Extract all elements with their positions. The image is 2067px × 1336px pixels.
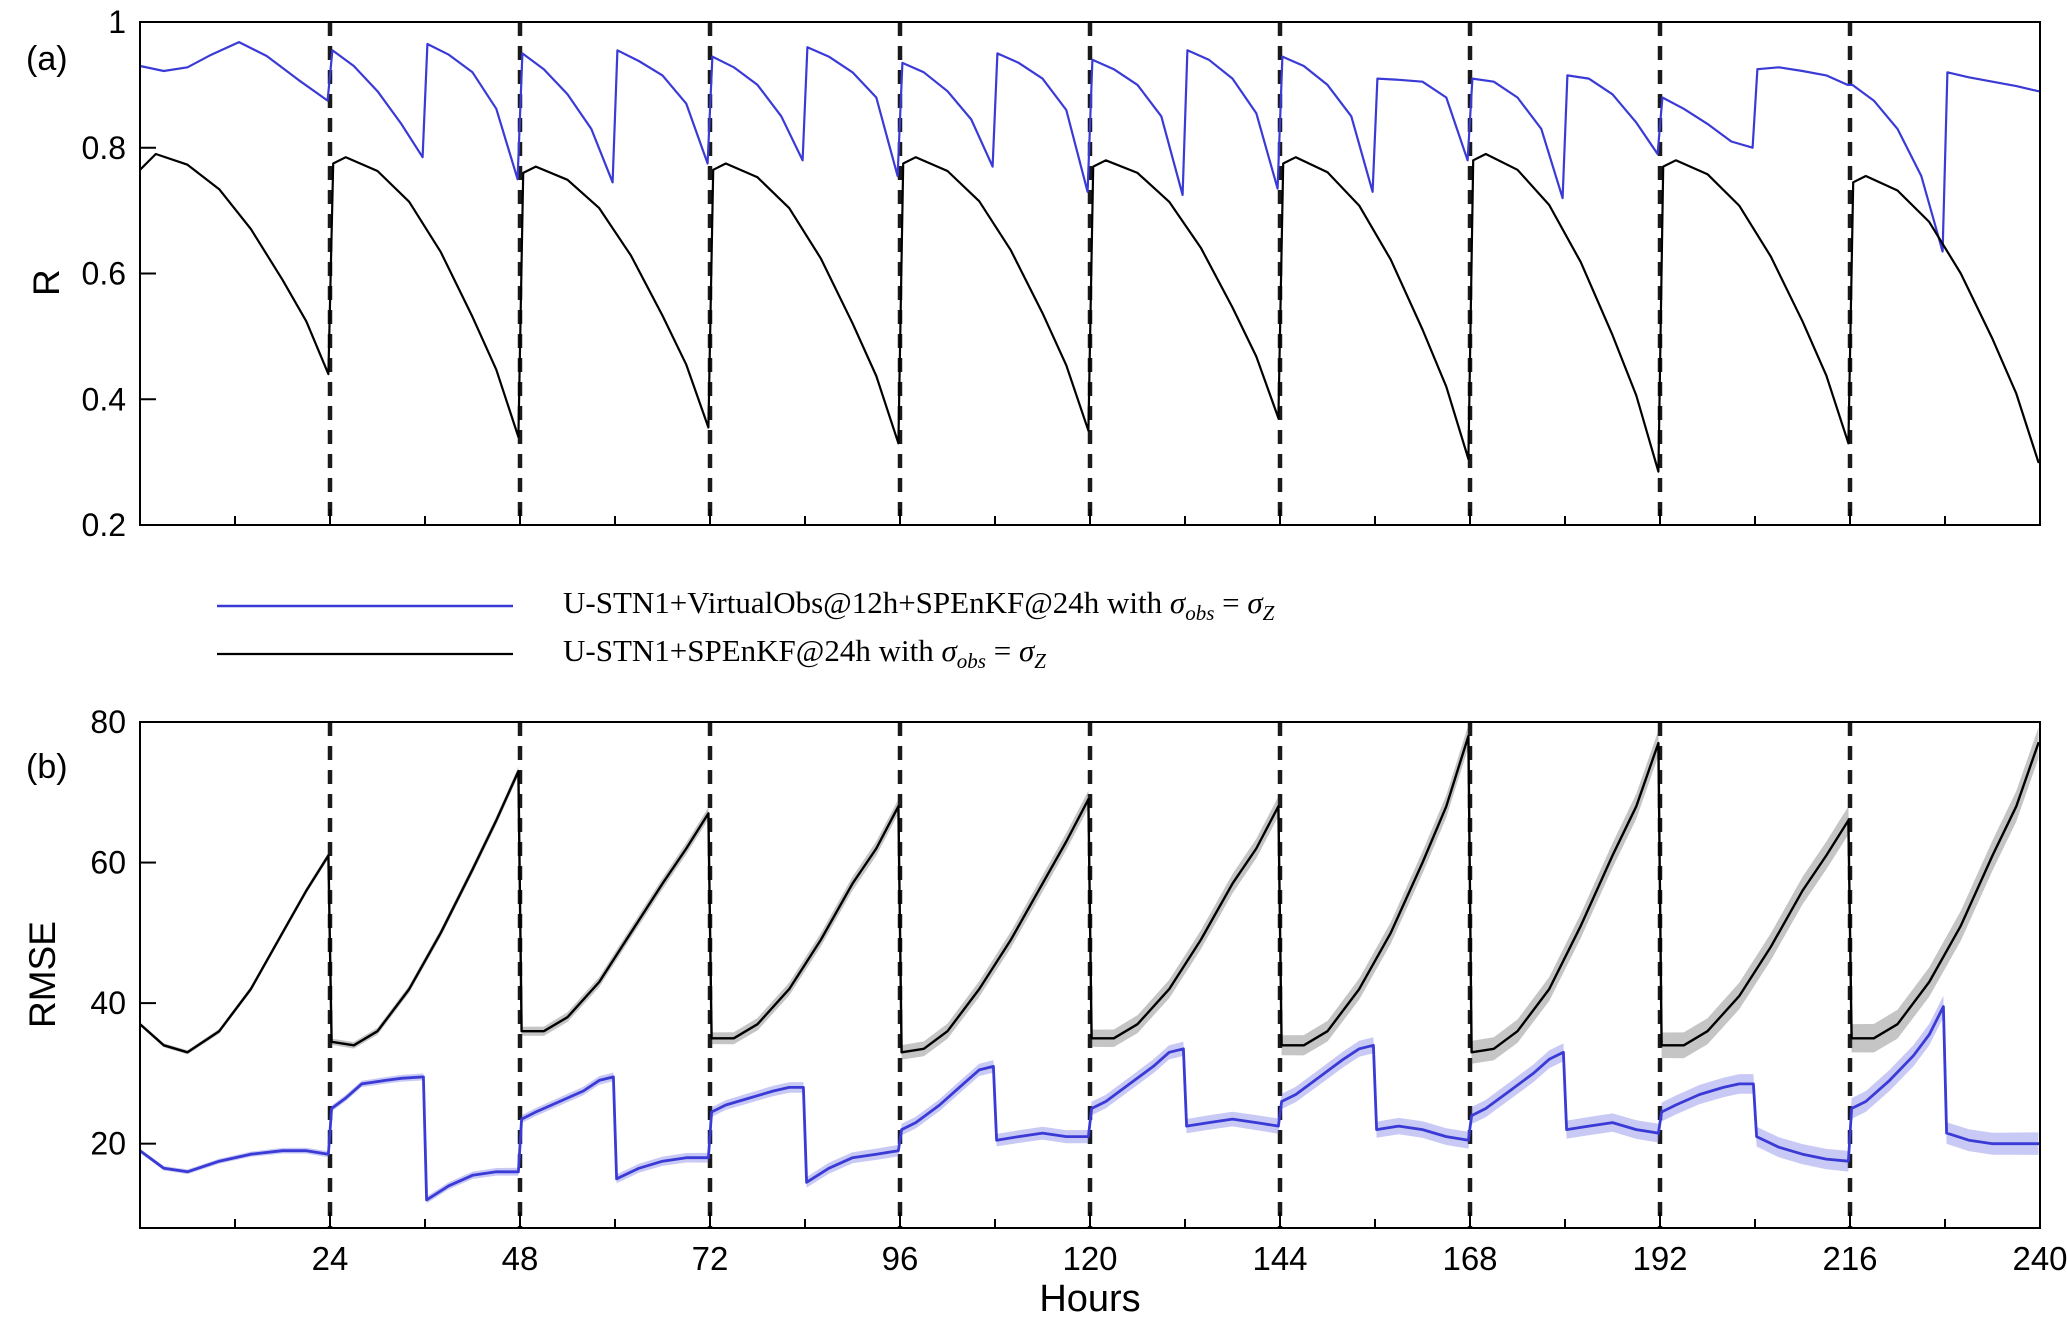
svg-text:216: 216 [1822, 1240, 1877, 1277]
svg-text:0.6: 0.6 [82, 256, 126, 292]
legend-line-blue-icon [217, 604, 513, 608]
svg-text:0.4: 0.4 [82, 381, 126, 417]
legend-item-virtualobs: U-STN1+VirtualObs@12h+SPEnKF@24h with σo… [215, 582, 1274, 630]
panel-a-label: (a) [26, 40, 68, 78]
legend: U-STN1+VirtualObs@12h+SPEnKF@24h with σo… [215, 582, 1274, 678]
panel-a-y-axis-label: R [26, 269, 67, 296]
x-axis-label: Hours [1039, 1278, 1141, 1320]
svg-text:20: 20 [90, 1126, 126, 1162]
svg-text:144: 144 [1252, 1240, 1307, 1277]
svg-text:240: 240 [2012, 1240, 2067, 1277]
svg-text:80: 80 [90, 704, 126, 740]
svg-text:120: 120 [1062, 1240, 1117, 1277]
svg-text:96: 96 [882, 1240, 919, 1277]
panel-b-label: (b) [26, 748, 68, 786]
svg-text:48: 48 [502, 1240, 539, 1277]
svg-text:192: 192 [1632, 1240, 1687, 1277]
svg-text:168: 168 [1442, 1240, 1497, 1277]
legend-item-spenkf: U-STN1+SPEnKF@24h with σobs = σZ [215, 630, 1274, 678]
svg-text:0.8: 0.8 [82, 130, 126, 166]
svg-text:60: 60 [90, 845, 126, 881]
legend-line-black-icon [217, 652, 513, 656]
svg-text:24: 24 [312, 1240, 349, 1277]
svg-text:1: 1 [108, 4, 126, 40]
panel-b-y-axis-label: RMSE [22, 921, 63, 1028]
legend-label-spenkf: U-STN1+SPEnKF@24h with σobs = σZ [563, 633, 1046, 674]
svg-text:40: 40 [90, 985, 126, 1021]
svg-text:0.2: 0.2 [82, 507, 126, 543]
svg-text:72: 72 [692, 1240, 729, 1277]
legend-label-virtualobs: U-STN1+VirtualObs@12h+SPEnKF@24h with σo… [563, 585, 1275, 626]
